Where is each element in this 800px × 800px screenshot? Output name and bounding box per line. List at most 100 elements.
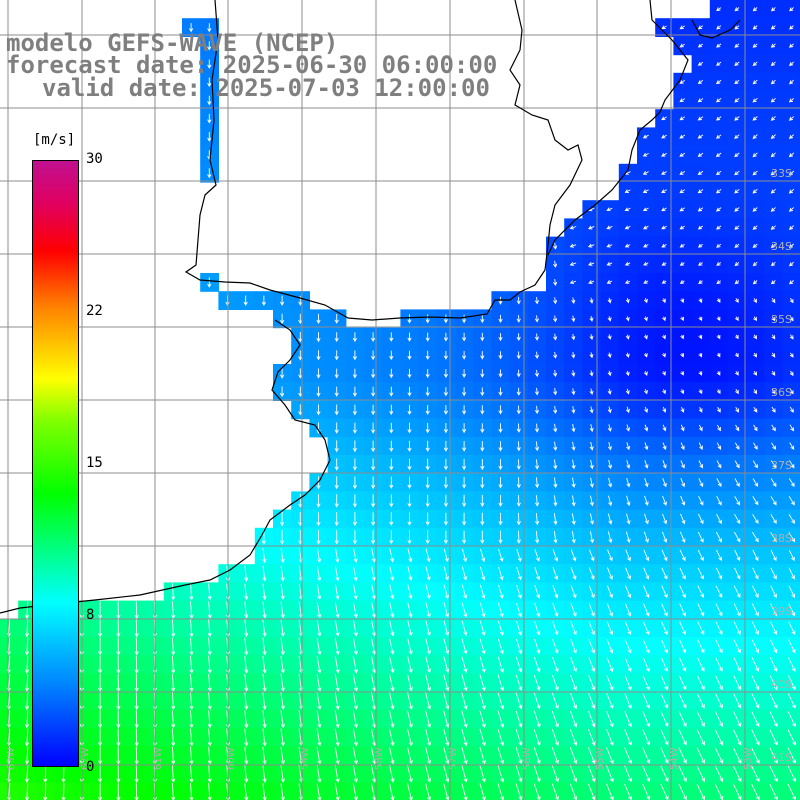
wind-arrow (498, 405, 503, 415)
wind-arrow (116, 764, 121, 783)
wind-arrow (569, 710, 578, 728)
wind-arrow (661, 134, 667, 139)
wind-arrow (244, 710, 249, 729)
wind-arrow (696, 765, 706, 783)
wind-cell (782, 637, 800, 656)
wind-arrow (698, 334, 703, 340)
wind-arrow (116, 728, 121, 747)
wind-arrow (389, 350, 394, 361)
wind-arrow (425, 458, 430, 471)
wind-arrow (734, 567, 741, 580)
wind-arrow (625, 406, 630, 414)
wind-arrow (714, 729, 724, 746)
wind-arrow (571, 513, 576, 526)
wind-arrow (661, 567, 668, 580)
wind-arrow (407, 314, 412, 324)
wind-arrow (498, 351, 503, 360)
wind-arrow (316, 728, 322, 747)
wind-arrow (698, 460, 704, 469)
wind-arrow (462, 530, 467, 545)
wind-arrow (443, 620, 450, 637)
wind-arrow (752, 261, 758, 267)
title-model: modelo GEFS-WAVE (NCEP) (6, 29, 339, 57)
wind-arrow (661, 171, 667, 175)
wind-arrow (734, 243, 740, 248)
wind-arrow (515, 710, 523, 728)
wind-arrow (207, 77, 212, 88)
colorbar-tick-15: 15 (86, 455, 103, 471)
wind-arrow (207, 132, 212, 142)
wind-arrow (608, 477, 613, 488)
wind-arrow (425, 656, 432, 674)
wind-arrow (752, 170, 758, 176)
wind-arrow (789, 280, 794, 285)
wind-arrow (589, 315, 594, 322)
wind-arrow (551, 728, 559, 746)
wind-arrow (316, 601, 322, 619)
wind-arrow (334, 386, 339, 397)
wind-arrow (735, 424, 740, 432)
wind-arrow (479, 638, 486, 655)
wind-arrow (571, 459, 576, 470)
wind-arrow (425, 548, 431, 563)
wind-arrow (262, 583, 267, 601)
wind-arrow (480, 459, 485, 471)
wind-arrow (788, 225, 795, 231)
wind-arrow (788, 134, 795, 140)
wind-arrow (389, 566, 395, 582)
wind-arrow (443, 530, 448, 545)
wind-arrow (352, 674, 359, 692)
wind-cell (782, 455, 800, 474)
wind-arrow (534, 602, 541, 618)
wind-arrow (189, 637, 194, 656)
wind-arrow (425, 602, 431, 618)
wind-arrow (752, 225, 758, 230)
lat-label: 33S (771, 167, 792, 180)
wind-arrow (516, 584, 522, 599)
wind-arrow (661, 207, 667, 212)
wind-cell (782, 728, 800, 747)
wind-arrow (407, 440, 412, 453)
wind-cell (782, 764, 800, 784)
wind-arrow (498, 548, 504, 562)
wind-arrow (606, 729, 614, 746)
wind-arrow (770, 549, 777, 562)
wind-arrow (116, 655, 121, 674)
wind-arrow (407, 422, 412, 434)
wind-arrow (571, 495, 576, 507)
wind-arrow (443, 423, 448, 434)
wind-arrow (715, 116, 722, 121)
wind-arrow (498, 387, 503, 397)
wind-arrow (280, 728, 285, 747)
wind-arrow (697, 243, 703, 248)
wind-arrow (24, 637, 30, 656)
wind-arrow (661, 243, 667, 248)
lat-label: 36S (771, 386, 792, 399)
wind-arrow (171, 637, 176, 656)
wind-arrow (425, 332, 430, 342)
wind-arrow (789, 352, 794, 358)
wind-arrow (371, 422, 376, 434)
wind-arrow (679, 639, 687, 654)
wind-arrow (352, 710, 359, 729)
wind-arrow (697, 531, 704, 543)
wind-arrow (751, 765, 760, 783)
wind-arrow (262, 619, 267, 638)
lon-label: 54W (669, 747, 680, 770)
wind-arrow (716, 25, 722, 30)
wind-arrow (789, 334, 794, 340)
wind-arrow (334, 422, 339, 434)
wind-arrow (643, 261, 649, 266)
wind-cell (782, 364, 800, 383)
wind-arrow (352, 404, 357, 416)
wind-arrow (698, 261, 703, 266)
wind-arrow (207, 728, 212, 747)
wind-arrow (789, 460, 795, 469)
wind-arrow (352, 692, 359, 710)
wind-arrow (789, 43, 794, 48)
wind-arrow (734, 134, 740, 139)
wind-arrow (752, 188, 758, 194)
wind-arrow (479, 674, 486, 692)
wind-arrow (716, 478, 722, 488)
wind-arrow (498, 459, 503, 471)
